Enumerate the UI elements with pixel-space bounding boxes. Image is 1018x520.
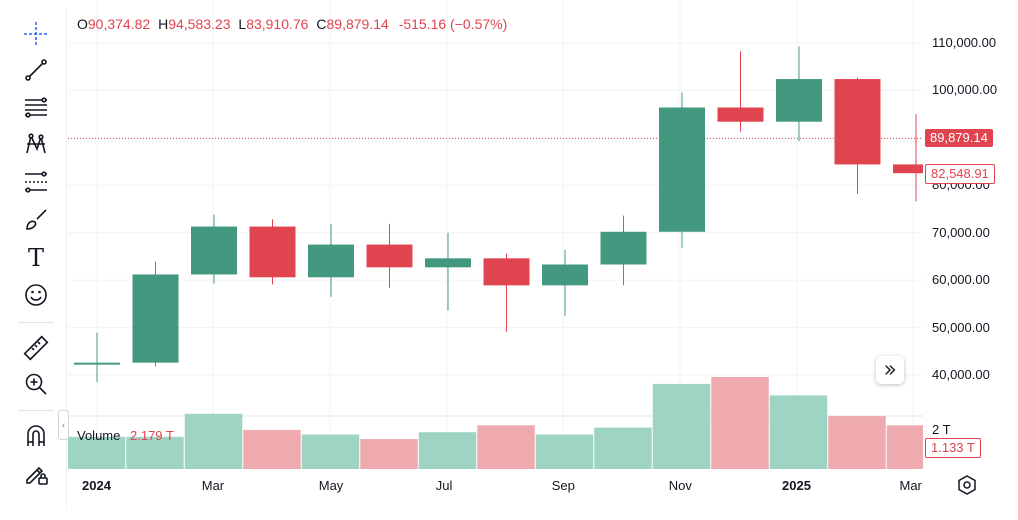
volume-bar <box>243 429 301 469</box>
text-tool-glyph: T <box>27 244 44 272</box>
time-tick-label: Mar <box>899 478 922 493</box>
price-tick-label: 50,000.00 <box>932 319 990 335</box>
open-label: O <box>77 16 88 32</box>
current-price-badge: 89,879.14 <box>925 129 993 148</box>
toolbar-divider <box>18 410 54 411</box>
high-label: H <box>158 16 169 32</box>
price-tick-label: 60,000.00 <box>932 272 990 288</box>
brush-icon[interactable] <box>20 204 52 236</box>
settings-icon[interactable] <box>956 474 978 496</box>
close-value: 89,879.14 <box>326 16 389 32</box>
volume-bar <box>126 436 184 469</box>
candle-body <box>249 226 296 278</box>
time-tick-label: Jul <box>435 478 453 493</box>
volume-bar <box>301 434 360 469</box>
candle-body <box>132 274 179 363</box>
toolbar-separator <box>66 8 67 508</box>
toolbar-divider <box>18 322 54 323</box>
time-tick-label: Nov <box>668 478 692 493</box>
volume-bar <box>477 425 535 469</box>
price-tick-label: 70,000.00 <box>932 224 990 240</box>
low-label: L <box>238 16 247 32</box>
low-value: 83,910.76 <box>246 16 309 32</box>
drawing-toolbar: T <box>0 0 66 520</box>
trend-line-icon[interactable] <box>20 54 52 86</box>
candlestick-chart[interactable] <box>68 0 923 470</box>
volume-bar <box>769 395 828 469</box>
candle-body <box>74 362 120 365</box>
ruler-icon[interactable] <box>20 332 52 364</box>
candle-body <box>776 79 822 122</box>
price-axis[interactable]: 110,000.00100,000.0090,000.0080,000.0070… <box>925 0 1018 470</box>
volume-bar <box>360 439 418 469</box>
candle-body <box>483 258 530 286</box>
volume-value: 2.179 T <box>130 428 174 443</box>
fib-retracement-icon[interactable] <box>20 91 52 123</box>
volume-label: Volume <box>77 428 121 443</box>
time-tick-label: May <box>318 478 344 493</box>
candle-body <box>366 244 413 268</box>
volume-current-badge: 1.133 T <box>925 438 981 458</box>
scroll-to-realtime-button[interactable] <box>876 356 904 384</box>
time-tick-label: 2024 <box>82 478 111 493</box>
zoom-in-icon[interactable] <box>20 368 52 400</box>
magnet-icon[interactable] <box>20 420 52 452</box>
volume-bar <box>535 434 594 469</box>
volume-bar <box>652 383 711 469</box>
volume-tick-label: 2 T <box>932 422 951 437</box>
candle-body <box>893 164 923 174</box>
price-tick-label: 100,000.00 <box>932 82 998 98</box>
volume-legend: Volume 2.179 T <box>77 428 174 443</box>
candle-body <box>425 258 471 268</box>
volume-bar <box>828 416 886 469</box>
volume-bar <box>418 432 477 469</box>
emoji-icon[interactable] <box>20 279 52 311</box>
crosshair-icon[interactable] <box>20 18 52 50</box>
volume-bar <box>711 377 769 469</box>
volume-bar <box>594 427 652 469</box>
price-tick-label: 110,000.00 <box>932 35 997 50</box>
candle-body <box>659 107 705 232</box>
close-label: C <box>316 16 327 32</box>
candle-body <box>834 79 881 165</box>
change-value: -515.16 (−0.57%) <box>398 16 508 32</box>
high-value: 94,583.23 <box>168 16 231 32</box>
text-icon[interactable]: T <box>20 242 52 274</box>
last-close-badge: 82,548.91 <box>925 164 995 185</box>
pattern-icon[interactable] <box>20 128 52 160</box>
volume-bar <box>184 413 243 469</box>
price-tick-label: 40,000.00 <box>932 367 990 382</box>
lock-drawing-icon[interactable] <box>20 457 52 489</box>
candle-body <box>717 107 764 122</box>
collapse-pane-button[interactable]: ‹ <box>58 410 69 440</box>
time-tick-label: Sep <box>551 478 575 493</box>
candle-body <box>308 244 354 278</box>
volume-bar <box>886 425 923 469</box>
candle-body <box>542 264 588 286</box>
double-chevron-right-icon <box>885 365 896 375</box>
ohlc-legend: O90,374.82 H94,583.23 L83,910.76 C89,879… <box>77 16 507 32</box>
open-value: 90,374.82 <box>87 16 151 32</box>
volume-bar <box>68 436 126 469</box>
prediction-icon[interactable] <box>20 166 52 198</box>
candle-body <box>600 231 647 265</box>
time-tick-label: 2025 <box>782 478 811 493</box>
time-tick-label: Mar <box>201 478 225 493</box>
candle-body <box>191 226 237 275</box>
